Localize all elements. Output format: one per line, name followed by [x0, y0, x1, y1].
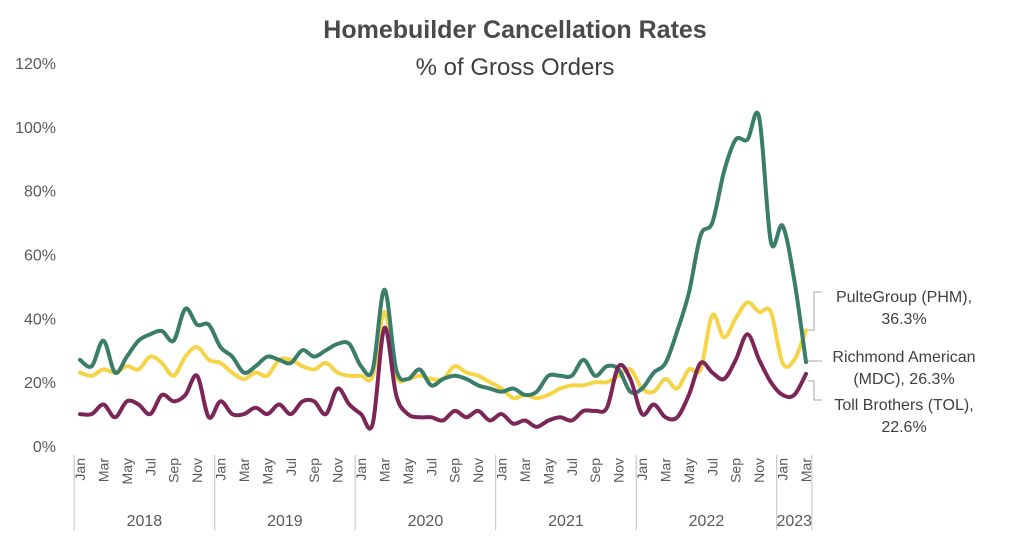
series-lines: [78, 111, 808, 431]
label-leader-line: [808, 380, 822, 401]
chart-title: Homebuilder Cancellation Rates: [323, 16, 707, 44]
x-tick-label: Jan: [72, 458, 88, 481]
end-label-value: (MDC), 26.3%: [853, 371, 954, 388]
x-tick-label: Sep: [306, 458, 322, 483]
y-tick-label: 20%: [24, 375, 56, 392]
x-tick-label: Jan: [634, 458, 650, 481]
x-tick-label: Sep: [587, 458, 603, 483]
y-tick-label: 0%: [33, 439, 56, 456]
y-tick-label: 100%: [15, 120, 56, 137]
year-label: 2018: [127, 513, 163, 530]
x-tick-label: Sep: [166, 458, 182, 483]
x-tick-label: Nov: [611, 458, 627, 483]
x-tick-label: Sep: [728, 458, 744, 483]
year-label: 2020: [408, 513, 444, 530]
x-tick-label: Nov: [330, 458, 346, 483]
end-label-value: 36.3%: [881, 311, 926, 328]
x-tick-label: Mar: [95, 458, 111, 482]
end-label-value: 22.6%: [881, 419, 926, 436]
end-label-name: Richmond American: [832, 349, 975, 366]
x-tick-label: Jul: [283, 458, 299, 476]
y-tick-label: 120%: [15, 56, 56, 73]
x-tick-label: Nov: [189, 458, 205, 483]
end-labels: PulteGroup (PHM), 36.3% Richmond American (…: [808, 289, 976, 436]
year-label: 2021: [548, 513, 584, 530]
x-tick-label: Mar: [657, 458, 673, 482]
year-label: 2022: [689, 513, 725, 530]
x-tick-label: Jul: [423, 458, 439, 476]
x-tick-label: Mar: [517, 458, 533, 482]
x-tick-label: Sep: [447, 458, 463, 483]
y-tick-label: 60%: [24, 248, 56, 265]
series-line-tol: [78, 325, 808, 431]
chart-subtitle: % of Gross Orders: [415, 54, 615, 81]
label-leader-line: [808, 291, 822, 331]
x-axis: Jan Mar May Jul Sep Nov Jan Mar May Jul Sep Nov Jan M…: [72, 455, 814, 530]
x-tick-label: Nov: [751, 458, 767, 483]
x-tick-label: May: [400, 458, 416, 484]
y-tick-label: 80%: [24, 184, 56, 201]
x-tick-label: May: [540, 458, 556, 484]
x-tick-label: Mar: [376, 458, 392, 482]
end-label-name: PulteGroup (PHM),: [836, 289, 972, 306]
x-tick-label: Jul: [704, 458, 720, 476]
x-tick-label: Nov: [470, 458, 486, 483]
y-axis: 0% 20% 40% 60% 80% 100% 120%: [15, 56, 56, 456]
year-label: 2023: [776, 513, 812, 530]
end-label-name: Toll Brothers (TOL),: [834, 397, 973, 414]
x-tick-label: May: [259, 458, 275, 484]
x-tick-label: Jul: [142, 458, 158, 476]
x-tick-label: Jan: [775, 458, 791, 481]
x-tick-label: Mar: [236, 458, 252, 482]
series-line-mdc: [78, 111, 808, 398]
x-tick-label: Jan: [213, 458, 229, 481]
x-tick-label: May: [681, 458, 697, 484]
x-tick-label: Jan: [353, 458, 369, 481]
year-label: 2019: [267, 513, 303, 530]
x-tick-label: May: [119, 458, 135, 484]
x-tick-label: Jul: [564, 458, 580, 476]
y-tick-label: 40%: [24, 311, 56, 328]
x-tick-label: Jan: [494, 458, 510, 481]
x-tick-label: Mar: [798, 458, 814, 482]
